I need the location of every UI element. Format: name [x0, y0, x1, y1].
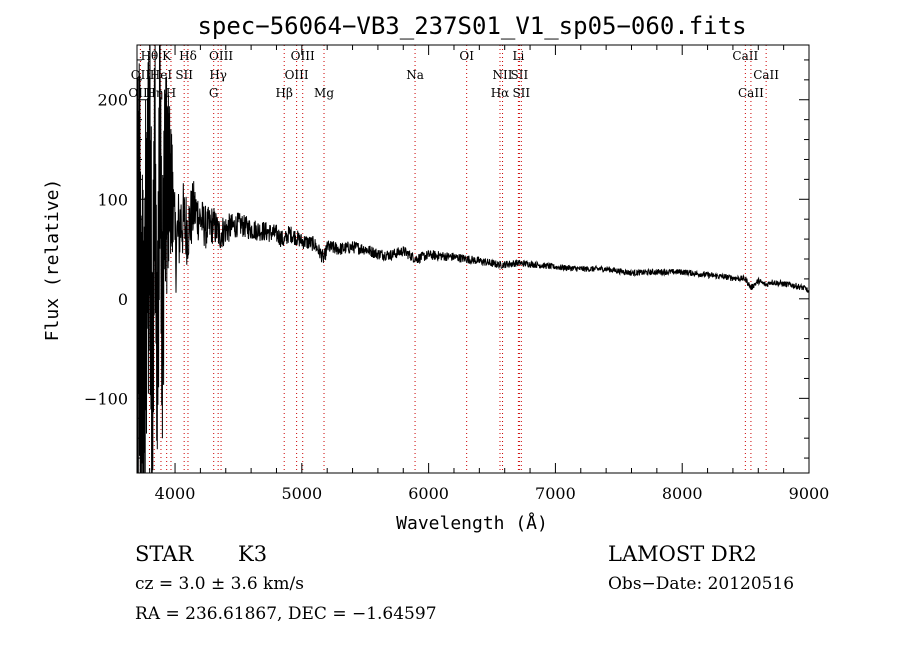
line-marker-label-20: Li [512, 49, 524, 63]
x-tick-label-3: 7000 [535, 484, 576, 503]
line-marker-label-2: OIII [128, 86, 152, 100]
object-subclass: K3 [238, 542, 268, 566]
sky-coordinates: RA = 236.61867, DEC = −1.64597 [135, 604, 437, 624]
y-tick-label-1: 0 [118, 290, 128, 309]
y-axis-label: Flux (relative) [42, 179, 63, 342]
line-marker-label-13: OIII [285, 68, 309, 82]
line-marker-label-18: NII [493, 68, 513, 82]
line-marker-label-17: OI [459, 49, 474, 63]
line-marker-label-7: SII [175, 68, 193, 82]
spectrum-line [136, 44, 810, 474]
line-marker-label-1: OII [131, 68, 151, 82]
observation-date: Obs−Date: 20120516 [608, 574, 795, 594]
object-class: STAR [135, 542, 194, 566]
spectrum-info: STAR K3 LAMOST DR2 cz = 3.0 ± 3.6 km/s O… [0, 540, 900, 650]
line-marker-label-25: CaII [753, 68, 779, 82]
line-marker-label-5: K [162, 49, 172, 63]
line-marker-label-14: OIII [291, 49, 315, 63]
line-marker-label-23: CaII [732, 49, 758, 63]
x-axis-label: Wavelength (Å) [396, 512, 548, 534]
x-tick-label-1: 5000 [281, 484, 322, 503]
line-marker-label-19: Hα [491, 86, 510, 100]
survey-name: LAMOST DR2 [608, 542, 757, 566]
line-marker-label-11: G [209, 86, 219, 100]
axis-ticks: 4000 5000 6000 7000 8000 9000 −100 0 100 200 [84, 45, 829, 503]
x-tick-label-5: 9000 [789, 484, 830, 503]
y-tick-label-3: 200 [97, 91, 128, 110]
line-marker-label-15: Mg [314, 86, 334, 100]
redshift-cz: cz = 3.0 ± 3.6 km/s [135, 574, 304, 594]
line-marker-label-10: Hγ [209, 68, 227, 82]
line-marker-label-22: SII [512, 86, 530, 100]
spectrum-chart: spec−56064−VB3_237S01_V1_sp05−060.fits H… [42, 12, 829, 534]
line-marker-label-16: Na [406, 68, 424, 82]
line-marker-label-24: CaII [738, 86, 764, 100]
line-marker-label-6: H [166, 86, 176, 100]
line-marker-label-8: Hδ [179, 49, 197, 63]
line-marker-label-9: OIII [209, 49, 233, 63]
x-tick-label-0: 4000 [155, 484, 196, 503]
y-tick-label-0: −100 [84, 389, 128, 408]
line-marker-label-21: SII [511, 68, 529, 82]
line-marker-label-4: HeI [150, 68, 173, 82]
x-tick-label-4: 8000 [662, 484, 703, 503]
line-marker-label-12: Hβ [276, 86, 293, 100]
line-marker-label-0: Hθ [141, 49, 159, 63]
spectrum-series [136, 44, 810, 474]
x-tick-label-2: 6000 [408, 484, 449, 503]
chart-title: spec−56064−VB3_237S01_V1_sp05−060.fits [197, 12, 746, 40]
y-tick-label-2: 100 [97, 190, 128, 209]
